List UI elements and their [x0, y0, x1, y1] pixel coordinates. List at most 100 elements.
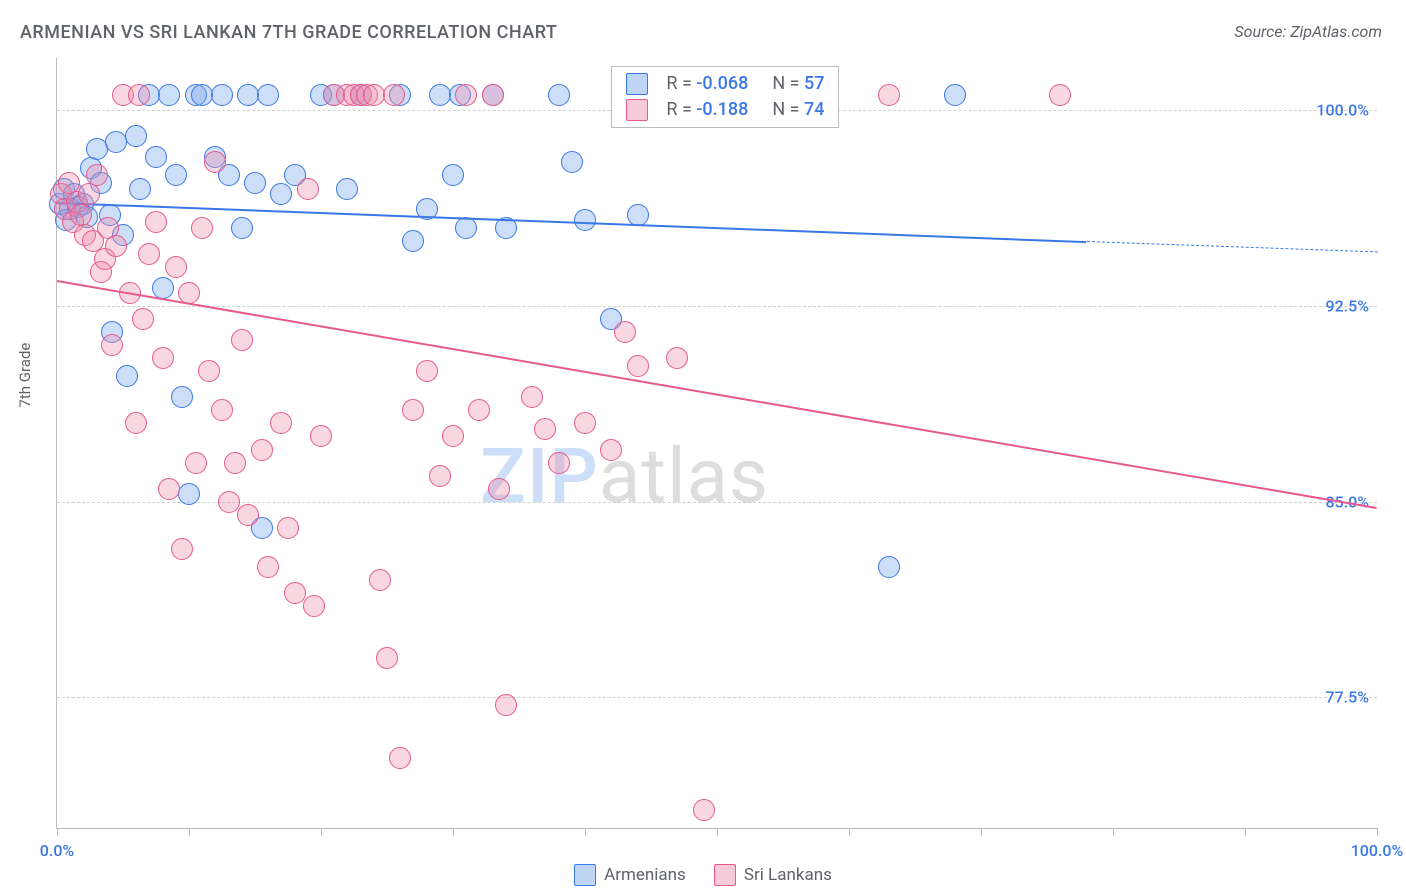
data-point: [86, 138, 108, 160]
data-point: [548, 452, 570, 474]
trend-line: [1087, 241, 1377, 252]
data-point: [158, 84, 180, 106]
data-point: [627, 204, 649, 226]
data-point: [455, 217, 477, 239]
x-tick: [1377, 828, 1378, 836]
watermark: ZIPatlas: [480, 431, 769, 521]
r-value: -0.068: [692, 73, 749, 94]
trend-line: [57, 280, 1377, 509]
data-point: [132, 308, 154, 330]
data-point: [429, 84, 451, 106]
data-point: [231, 217, 253, 239]
data-point: [534, 418, 556, 440]
data-point: [116, 365, 138, 387]
data-point: [224, 452, 246, 474]
legend-item: Armenians: [574, 864, 686, 886]
data-point: [297, 178, 319, 200]
data-point: [105, 235, 127, 257]
data-point: [86, 164, 108, 186]
data-point: [105, 131, 127, 153]
data-point: [165, 164, 187, 186]
data-point: [237, 84, 259, 106]
x-tick: [849, 828, 850, 836]
legend-swatch: [626, 99, 648, 121]
data-point: [138, 243, 160, 265]
source-label: Source: ZipAtlas.com: [1234, 22, 1382, 41]
legend-bottom: Armenians Sri Lankans: [0, 864, 1406, 886]
plot-area: ZIPatlas 77.5%85.0%92.5%100.0%0.0%100.0%…: [56, 58, 1377, 829]
data-point: [1049, 84, 1071, 106]
data-point: [251, 439, 273, 461]
data-point: [171, 538, 193, 560]
data-point: [878, 84, 900, 106]
legend-item: Sri Lankans: [714, 864, 832, 886]
legend-swatch: [714, 864, 736, 886]
data-point: [376, 647, 398, 669]
r-value: -0.188: [692, 99, 749, 120]
x-tick: [717, 828, 718, 836]
data-point: [145, 146, 167, 168]
data-point: [284, 582, 306, 604]
data-point: [878, 556, 900, 578]
legend-swatch: [626, 73, 648, 95]
data-point: [389, 747, 411, 769]
data-point: [614, 321, 636, 343]
x-tick-label: 0.0%: [40, 841, 74, 860]
data-point: [231, 329, 253, 351]
data-point: [257, 84, 279, 106]
data-point: [666, 347, 688, 369]
data-point: [237, 504, 259, 526]
data-point: [363, 84, 385, 106]
data-point: [211, 84, 233, 106]
data-point: [129, 178, 151, 200]
data-point: [369, 569, 391, 591]
data-point: [383, 84, 405, 106]
data-point: [191, 217, 213, 239]
data-point: [270, 183, 292, 205]
data-point: [211, 399, 233, 421]
data-point: [429, 465, 451, 487]
data-point: [455, 84, 477, 106]
x-tick: [189, 828, 190, 836]
data-point: [70, 204, 92, 226]
legend-label: Armenians: [604, 865, 686, 885]
x-tick: [321, 828, 322, 836]
x-tick-label: 100.0%: [1351, 841, 1404, 860]
data-point: [442, 425, 464, 447]
data-point: [78, 183, 100, 205]
x-tick: [453, 828, 454, 836]
data-point: [416, 360, 438, 382]
grid-line: [57, 502, 1377, 503]
data-point: [402, 399, 424, 421]
y-axis-title: 7th Grade: [16, 343, 34, 408]
data-point: [171, 386, 193, 408]
data-point: [185, 452, 207, 474]
data-point: [627, 355, 649, 377]
data-point: [402, 230, 424, 252]
n-value: 57: [800, 73, 825, 94]
data-point: [191, 84, 213, 106]
y-tick-label: 77.5%: [1325, 688, 1369, 707]
data-point: [495, 694, 517, 716]
data-point: [944, 84, 966, 106]
data-point: [600, 439, 622, 461]
x-tick: [57, 828, 58, 836]
r-label: R =: [666, 99, 691, 120]
legend-stats: R = -0.068N = 57R = -0.188N = 74: [611, 66, 839, 128]
data-point: [468, 399, 490, 421]
data-point: [488, 478, 510, 500]
chart-title: ARMENIAN VS SRI LANKAN 7TH GRADE CORRELA…: [20, 22, 557, 43]
data-point: [270, 412, 292, 434]
data-point: [145, 211, 167, 233]
data-point: [310, 425, 332, 447]
y-tick-label: 100.0%: [1316, 101, 1369, 120]
legend-stats-row: R = -0.068N = 57: [612, 71, 838, 97]
data-point: [693, 799, 715, 821]
n-label: N =: [772, 73, 799, 94]
n-label: N =: [772, 99, 799, 120]
grid-line: [57, 697, 1377, 698]
watermark-zip: ZIP: [480, 431, 599, 521]
data-point: [548, 84, 570, 106]
data-point: [574, 209, 596, 231]
data-point: [277, 517, 299, 539]
